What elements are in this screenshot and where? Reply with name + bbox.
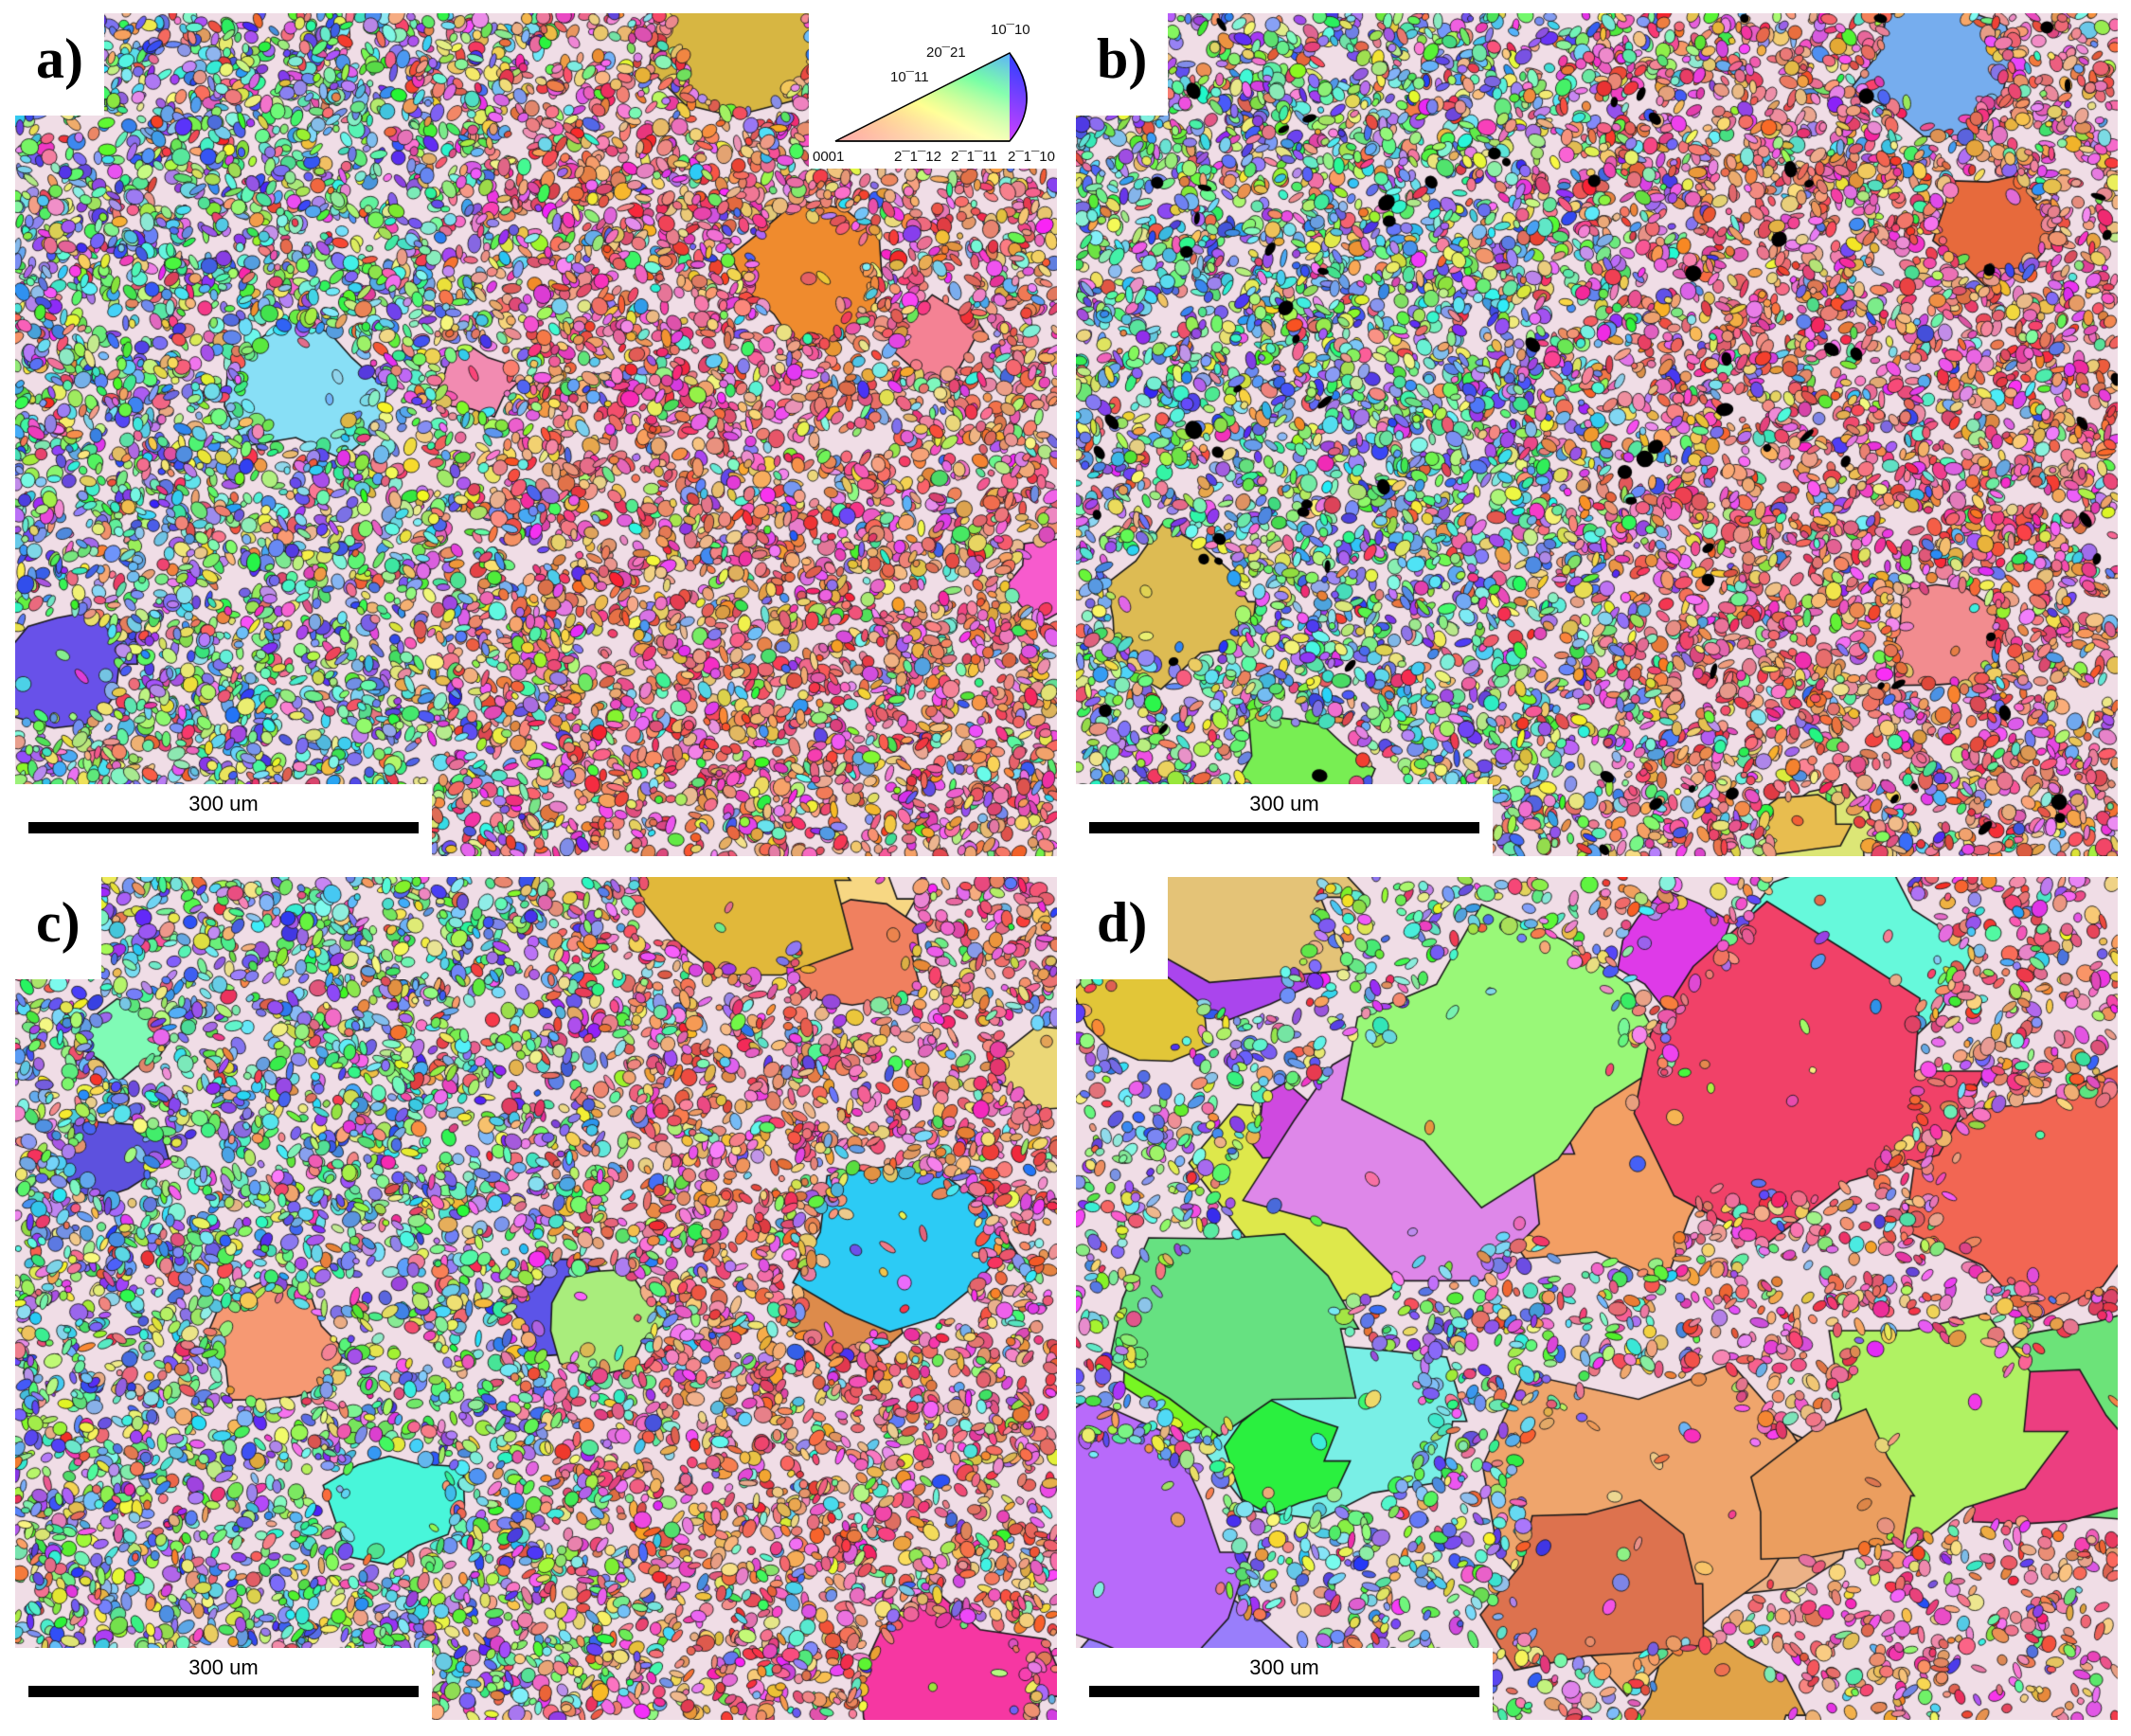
ebsd-map-panel-d: d) 300 um bbox=[1076, 877, 2118, 1720]
ebsd-map-panel-b: b) 300 um bbox=[1076, 13, 2118, 856]
ebsd-map-panel-a: a) bbox=[15, 13, 1057, 856]
scale-bar-label-b: 300 um bbox=[1249, 792, 1319, 815]
ipf-color-legend: 10¯10 20¯21 10¯11 0001 2¯1¯12 2¯1¯11 2¯1… bbox=[809, 13, 1057, 169]
ebsd-map-panel-c: c) 300 um bbox=[15, 877, 1057, 1720]
scale-bar-c: 300 um bbox=[15, 1648, 432, 1720]
ipf-label-1011: 10¯11 bbox=[890, 69, 929, 85]
scale-bar-a: 300 um bbox=[15, 784, 432, 856]
ipf-label-2112: 2¯1¯12 bbox=[894, 149, 941, 165]
scale-bar-line-a bbox=[28, 822, 419, 833]
scale-bar-line-b bbox=[1089, 822, 1479, 833]
ebsd-grain-map-c bbox=[15, 877, 1057, 1720]
ebsd-grain-map-b bbox=[1076, 13, 2118, 856]
scale-bar-line-d bbox=[1089, 1686, 1479, 1697]
panel-label-a: a) bbox=[15, 13, 104, 116]
scale-bar-label-a: 300 um bbox=[188, 792, 259, 815]
scale-bar-label-d: 300 um bbox=[1249, 1655, 1319, 1679]
ipf-label-2111: 2¯1¯11 bbox=[951, 149, 997, 165]
panel-label-b: b) bbox=[1076, 13, 1169, 116]
panel-label-d: d) bbox=[1076, 877, 1169, 979]
ipf-label-0001: 0001 bbox=[813, 149, 844, 165]
scale-bar-d: 300 um bbox=[1076, 1648, 1493, 1720]
scale-bar-line-c bbox=[28, 1686, 419, 1697]
scale-bar-label-c: 300 um bbox=[188, 1655, 259, 1679]
ipf-label-1010: 10¯10 bbox=[991, 22, 1030, 38]
ebsd-grain-map-d bbox=[1076, 877, 2118, 1720]
panel-label-c: c) bbox=[15, 877, 101, 979]
scale-bar-b: 300 um bbox=[1076, 784, 1493, 856]
ipf-label-2110: 2¯1¯10 bbox=[1008, 149, 1055, 165]
ipf-triangle bbox=[834, 52, 1028, 142]
ipf-label-2021: 20¯21 bbox=[926, 45, 966, 61]
